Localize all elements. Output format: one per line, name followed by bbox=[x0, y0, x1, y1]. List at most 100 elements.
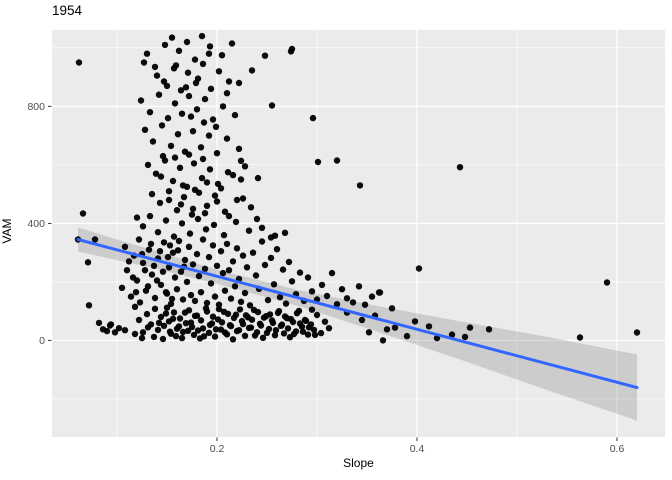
data-point bbox=[185, 307, 193, 314]
data-point bbox=[229, 336, 237, 343]
data-point bbox=[376, 289, 384, 296]
data-point bbox=[177, 201, 185, 208]
data-point bbox=[318, 281, 326, 289]
data-point bbox=[191, 297, 199, 305]
data-point bbox=[202, 226, 210, 233]
data-point bbox=[188, 323, 196, 331]
data-point bbox=[288, 278, 296, 285]
data-point bbox=[270, 281, 278, 288]
data-point bbox=[251, 332, 259, 339]
data-point bbox=[287, 48, 295, 55]
data-point bbox=[165, 188, 173, 195]
data-point bbox=[185, 151, 193, 158]
data-point bbox=[207, 85, 215, 93]
data-point bbox=[184, 327, 192, 334]
data-point bbox=[224, 169, 232, 176]
data-point bbox=[219, 269, 227, 277]
chart-title: 1954 bbox=[52, 3, 83, 18]
data-point bbox=[213, 198, 221, 205]
data-point bbox=[199, 325, 207, 332]
data-point bbox=[391, 324, 399, 331]
data-point bbox=[231, 283, 239, 290]
data-point bbox=[241, 332, 249, 339]
data-point bbox=[223, 240, 231, 248]
data-point bbox=[349, 299, 357, 306]
data-point bbox=[212, 326, 220, 333]
data-point bbox=[266, 311, 274, 318]
data-point bbox=[106, 322, 114, 329]
data-point bbox=[261, 52, 269, 59]
data-point bbox=[603, 279, 611, 286]
data-point bbox=[241, 163, 249, 170]
data-point bbox=[461, 333, 469, 341]
data-point bbox=[176, 164, 184, 171]
data-point bbox=[259, 334, 267, 341]
data-point bbox=[200, 333, 208, 340]
data-point bbox=[239, 252, 247, 259]
data-point bbox=[296, 269, 304, 276]
data-point bbox=[271, 332, 279, 339]
data-point bbox=[296, 320, 304, 327]
data-point bbox=[237, 157, 245, 164]
data-point bbox=[184, 69, 192, 76]
data-point bbox=[152, 170, 160, 177]
data-point bbox=[215, 305, 223, 313]
data-point bbox=[180, 193, 188, 201]
data-point bbox=[223, 90, 231, 97]
data-point bbox=[260, 314, 268, 321]
data-point bbox=[198, 32, 206, 40]
data-point bbox=[361, 301, 369, 308]
data-point bbox=[137, 97, 145, 104]
data-point bbox=[182, 84, 190, 91]
x-tick-label: 0.6 bbox=[610, 443, 625, 455]
data-point bbox=[246, 302, 254, 309]
data-point bbox=[466, 324, 474, 331]
data-point bbox=[576, 334, 584, 341]
data-point bbox=[159, 335, 167, 343]
data-point bbox=[254, 174, 262, 182]
data-point bbox=[178, 110, 186, 117]
data-point bbox=[160, 239, 168, 246]
data-point bbox=[273, 246, 281, 253]
data-point bbox=[237, 176, 245, 183]
data-point bbox=[143, 310, 151, 318]
data-point bbox=[144, 161, 152, 169]
data-point bbox=[211, 293, 219, 300]
data-point bbox=[75, 59, 83, 66]
data-point bbox=[228, 40, 236, 47]
y-tick-label: 400 bbox=[27, 218, 45, 230]
data-point bbox=[199, 236, 207, 243]
data-point bbox=[185, 243, 193, 250]
y-tick-label: 0 bbox=[39, 335, 45, 347]
data-point bbox=[176, 315, 184, 322]
data-point bbox=[248, 316, 256, 323]
data-point bbox=[115, 325, 123, 332]
data-point bbox=[253, 215, 261, 223]
data-point bbox=[415, 265, 423, 272]
data-point bbox=[211, 333, 219, 340]
data-point bbox=[169, 177, 177, 185]
data-point bbox=[203, 308, 211, 315]
data-point bbox=[190, 331, 198, 339]
data-point bbox=[245, 227, 253, 234]
data-point bbox=[199, 60, 207, 68]
data-point bbox=[197, 289, 205, 296]
data-point bbox=[162, 289, 170, 296]
data-point bbox=[305, 324, 313, 331]
data-point bbox=[151, 305, 159, 312]
data-point bbox=[193, 250, 201, 258]
data-point bbox=[368, 293, 376, 300]
data-point bbox=[168, 34, 176, 41]
data-point bbox=[185, 92, 193, 100]
data-point bbox=[159, 152, 167, 160]
data-point bbox=[85, 302, 93, 309]
data-point bbox=[154, 326, 162, 334]
data-point bbox=[163, 304, 171, 311]
data-point bbox=[261, 261, 269, 269]
data-point bbox=[165, 264, 173, 271]
data-point bbox=[153, 72, 161, 79]
data-point bbox=[365, 329, 373, 336]
data-point bbox=[194, 215, 202, 223]
data-point bbox=[205, 50, 213, 57]
data-point bbox=[231, 111, 239, 119]
